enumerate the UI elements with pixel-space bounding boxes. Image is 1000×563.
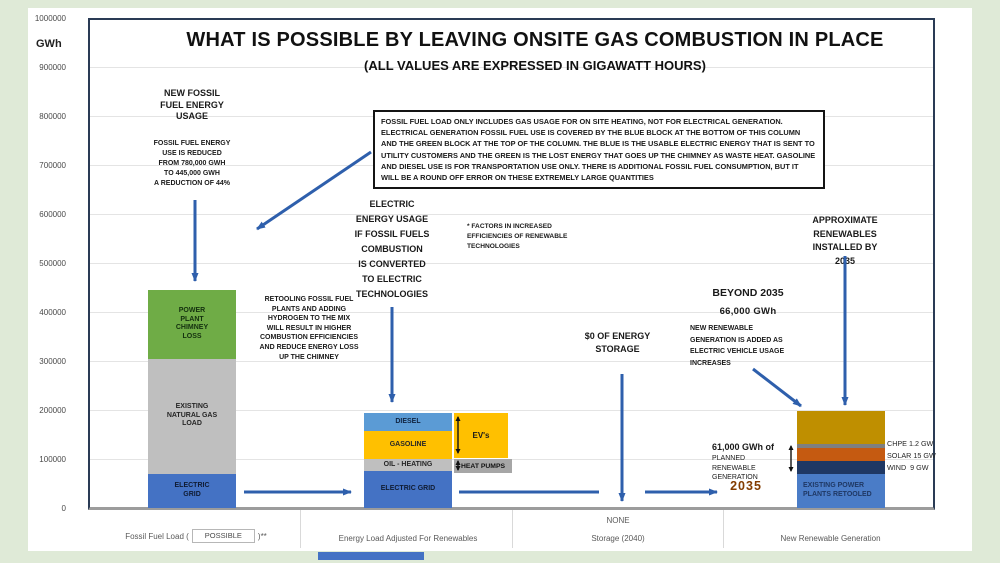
annotation-new-fossil-body: FOSSIL FUEL ENERGY USE IS REDUCED FROM 7…: [153, 140, 231, 187]
ev-callout-box: EV's: [454, 413, 508, 458]
y-tick-label-500000: 500000: [39, 258, 66, 268]
annotation-beyond-2035-header: BEYOND 2035: [712, 287, 784, 299]
x-axis-divider: [512, 510, 513, 548]
y-tick-label-200000: 200000: [39, 405, 66, 415]
gridline-400000: [88, 311, 935, 313]
annotation-info-box: FOSSIL FUEL LOAD ONLY INCLUDES GAS USAGE…: [373, 110, 825, 190]
horizontal-scrollbar-thumb[interactable]: [318, 552, 424, 560]
annotation-retooling-note: RETOOLING FOSSIL FUEL PLANTS AND ADDING …: [259, 296, 359, 361]
gridline-600000: [88, 213, 935, 215]
bar-segment-diesel: DIESEL: [364, 412, 452, 432]
y-tick-label-300000: 300000: [39, 356, 66, 366]
stacked-bar-fossil-fuel-load: ELECTRIC GRID EXISTING NATURAL GAS LOAD PO…: [148, 18, 236, 508]
bar-segment-oil-heating: OIL - HEATING: [364, 459, 452, 472]
x-category-fossil-fuel-load: Fossil Fuel Load ( POSSIBLE )**: [98, 529, 294, 543]
y-tick-label-400000: 400000: [39, 307, 66, 317]
x-category-1-prefix: Fossil Fuel Load (: [125, 531, 189, 541]
annotation-electric-usage: ELECTRIC ENERGY USAGE IF FOSSIL FUELS CO…: [354, 199, 430, 299]
bar-segment-segment: [797, 411, 885, 444]
x-category-storage: Storage (2040): [591, 534, 645, 543]
x-category-1-suffix: )**: [257, 531, 267, 541]
stacked-bar-energy-load-adjusted: ELECTRIC GRID OIL - HEATING GASOLINE DIESEL: [364, 18, 452, 508]
bar-segment-chpe-1-2-gw: [797, 443, 885, 448]
bar-segment-label: ELECTRIC GRID: [174, 482, 210, 498]
bar-segment-label: EXISTING POWER PLANTS RETOOLED: [803, 482, 872, 498]
bar-segment-label: OIL - HEATING: [383, 460, 433, 468]
bar-segment-label: DIESEL: [395, 417, 421, 425]
bar-segment-power-plant-chimney-loss: POWER PLANT CHIMNEY LOSS: [148, 289, 236, 359]
gridline-300000: [88, 360, 935, 362]
annotation-beyond-2035-value: 66,000 GWh: [719, 306, 777, 317]
gw-label-wind: WIND 9 GW: [887, 463, 929, 472]
bar-segment-electric-grid: ELECTRIC GRID: [364, 471, 452, 508]
annotation-beyond-2035-body: NEW RENEWABLE GENERATION IS ADDED AS ELE…: [690, 325, 785, 367]
y-tick-label-800000: 800000: [39, 111, 66, 121]
y-tick-label-100000: 100000: [39, 454, 66, 464]
gw-label-solar: SOLAR 15 GW: [887, 451, 936, 460]
chart-subtitle: (ALL VALUES ARE EXPRESSED IN GIGAWATT HO…: [364, 58, 706, 73]
bar-segment-wind-9-gw: [797, 460, 885, 474]
bar-segment-gasoline: GASOLINE: [364, 431, 452, 459]
annotation-new-fossil-header: NEW FOSSIL FUEL ENERGY USAGE: [160, 88, 224, 121]
x-category-storage-none: NONE: [606, 516, 630, 525]
y-axis-unit-label: GWh: [36, 38, 62, 50]
bar-segment-existing-power-plants-retooled: EXISTING POWER PLANTS RETOOLED: [797, 473, 885, 508]
y-tick-label-900000: 900000: [39, 62, 66, 72]
y-tick-label-1000000: 1000000: [34, 13, 66, 23]
annotation-planned-body: PLANNED RENEWABLE GENERATION: [712, 455, 758, 481]
possible-dropdown[interactable]: POSSIBLE: [191, 529, 255, 543]
y-tick-label-700000: 700000: [39, 160, 66, 170]
gridline-500000: [88, 262, 935, 264]
bar-segment-electric-grid: ELECTRIC GRID: [148, 473, 236, 508]
y-tick-label-600000: 600000: [39, 209, 66, 219]
stacked-bar-new-renewable-generation: EXISTING POWER PLANTS RETOOLED: [797, 18, 885, 508]
heat-pumps-callout-label: HEAT PUMPS: [460, 462, 506, 470]
annotation-storage-note: $0 OF ENERGY STORAGE: [584, 331, 651, 354]
ev-callout-label: EV's: [472, 431, 490, 440]
bar-segment-existing-natural-gas-load: EXISTING NATURAL GAS LOAD: [148, 358, 236, 474]
bar-segment-label: EXISTING NATURAL GAS LOAD: [166, 403, 218, 428]
bar-segment-label: GASOLINE: [389, 440, 427, 448]
annotation-factors-note: * FACTORS IN INCREASED EFFICIENCIES OF R…: [467, 223, 568, 250]
x-axis-divider: [723, 510, 724, 548]
bar-segment-label: ELECTRIC GRID: [380, 485, 436, 493]
x-category-energy-load-adjusted: Energy Load Adjusted For Renewables: [338, 534, 478, 543]
gw-capacity-labels: CHPE 1.2 GW SOLAR 15 GW WIND 9 GW: [887, 438, 936, 474]
x-axis-divider: [300, 510, 301, 548]
y-tick-label-0: 0: [61, 503, 66, 513]
gw-label-chpe: CHPE 1.2 GW: [887, 439, 934, 448]
chart-title: WHAT IS POSSIBLE BY LEAVING ONSITE GAS C…: [186, 29, 884, 51]
heat-pumps-callout-box: HEAT PUMPS: [454, 459, 512, 473]
gridline-200000: [88, 409, 935, 411]
annotation-planned-value: 61,000 GWh of: [712, 442, 775, 452]
bar-segment-solar-15-gw: [797, 447, 885, 461]
gridline-900000: [88, 66, 935, 68]
x-category-new-renewable-generation: New Renewable Generation: [780, 534, 881, 543]
bar-segment-label: POWER PLANT CHIMNEY LOSS: [175, 307, 209, 340]
annotation-planned-year: 2035: [730, 479, 762, 493]
